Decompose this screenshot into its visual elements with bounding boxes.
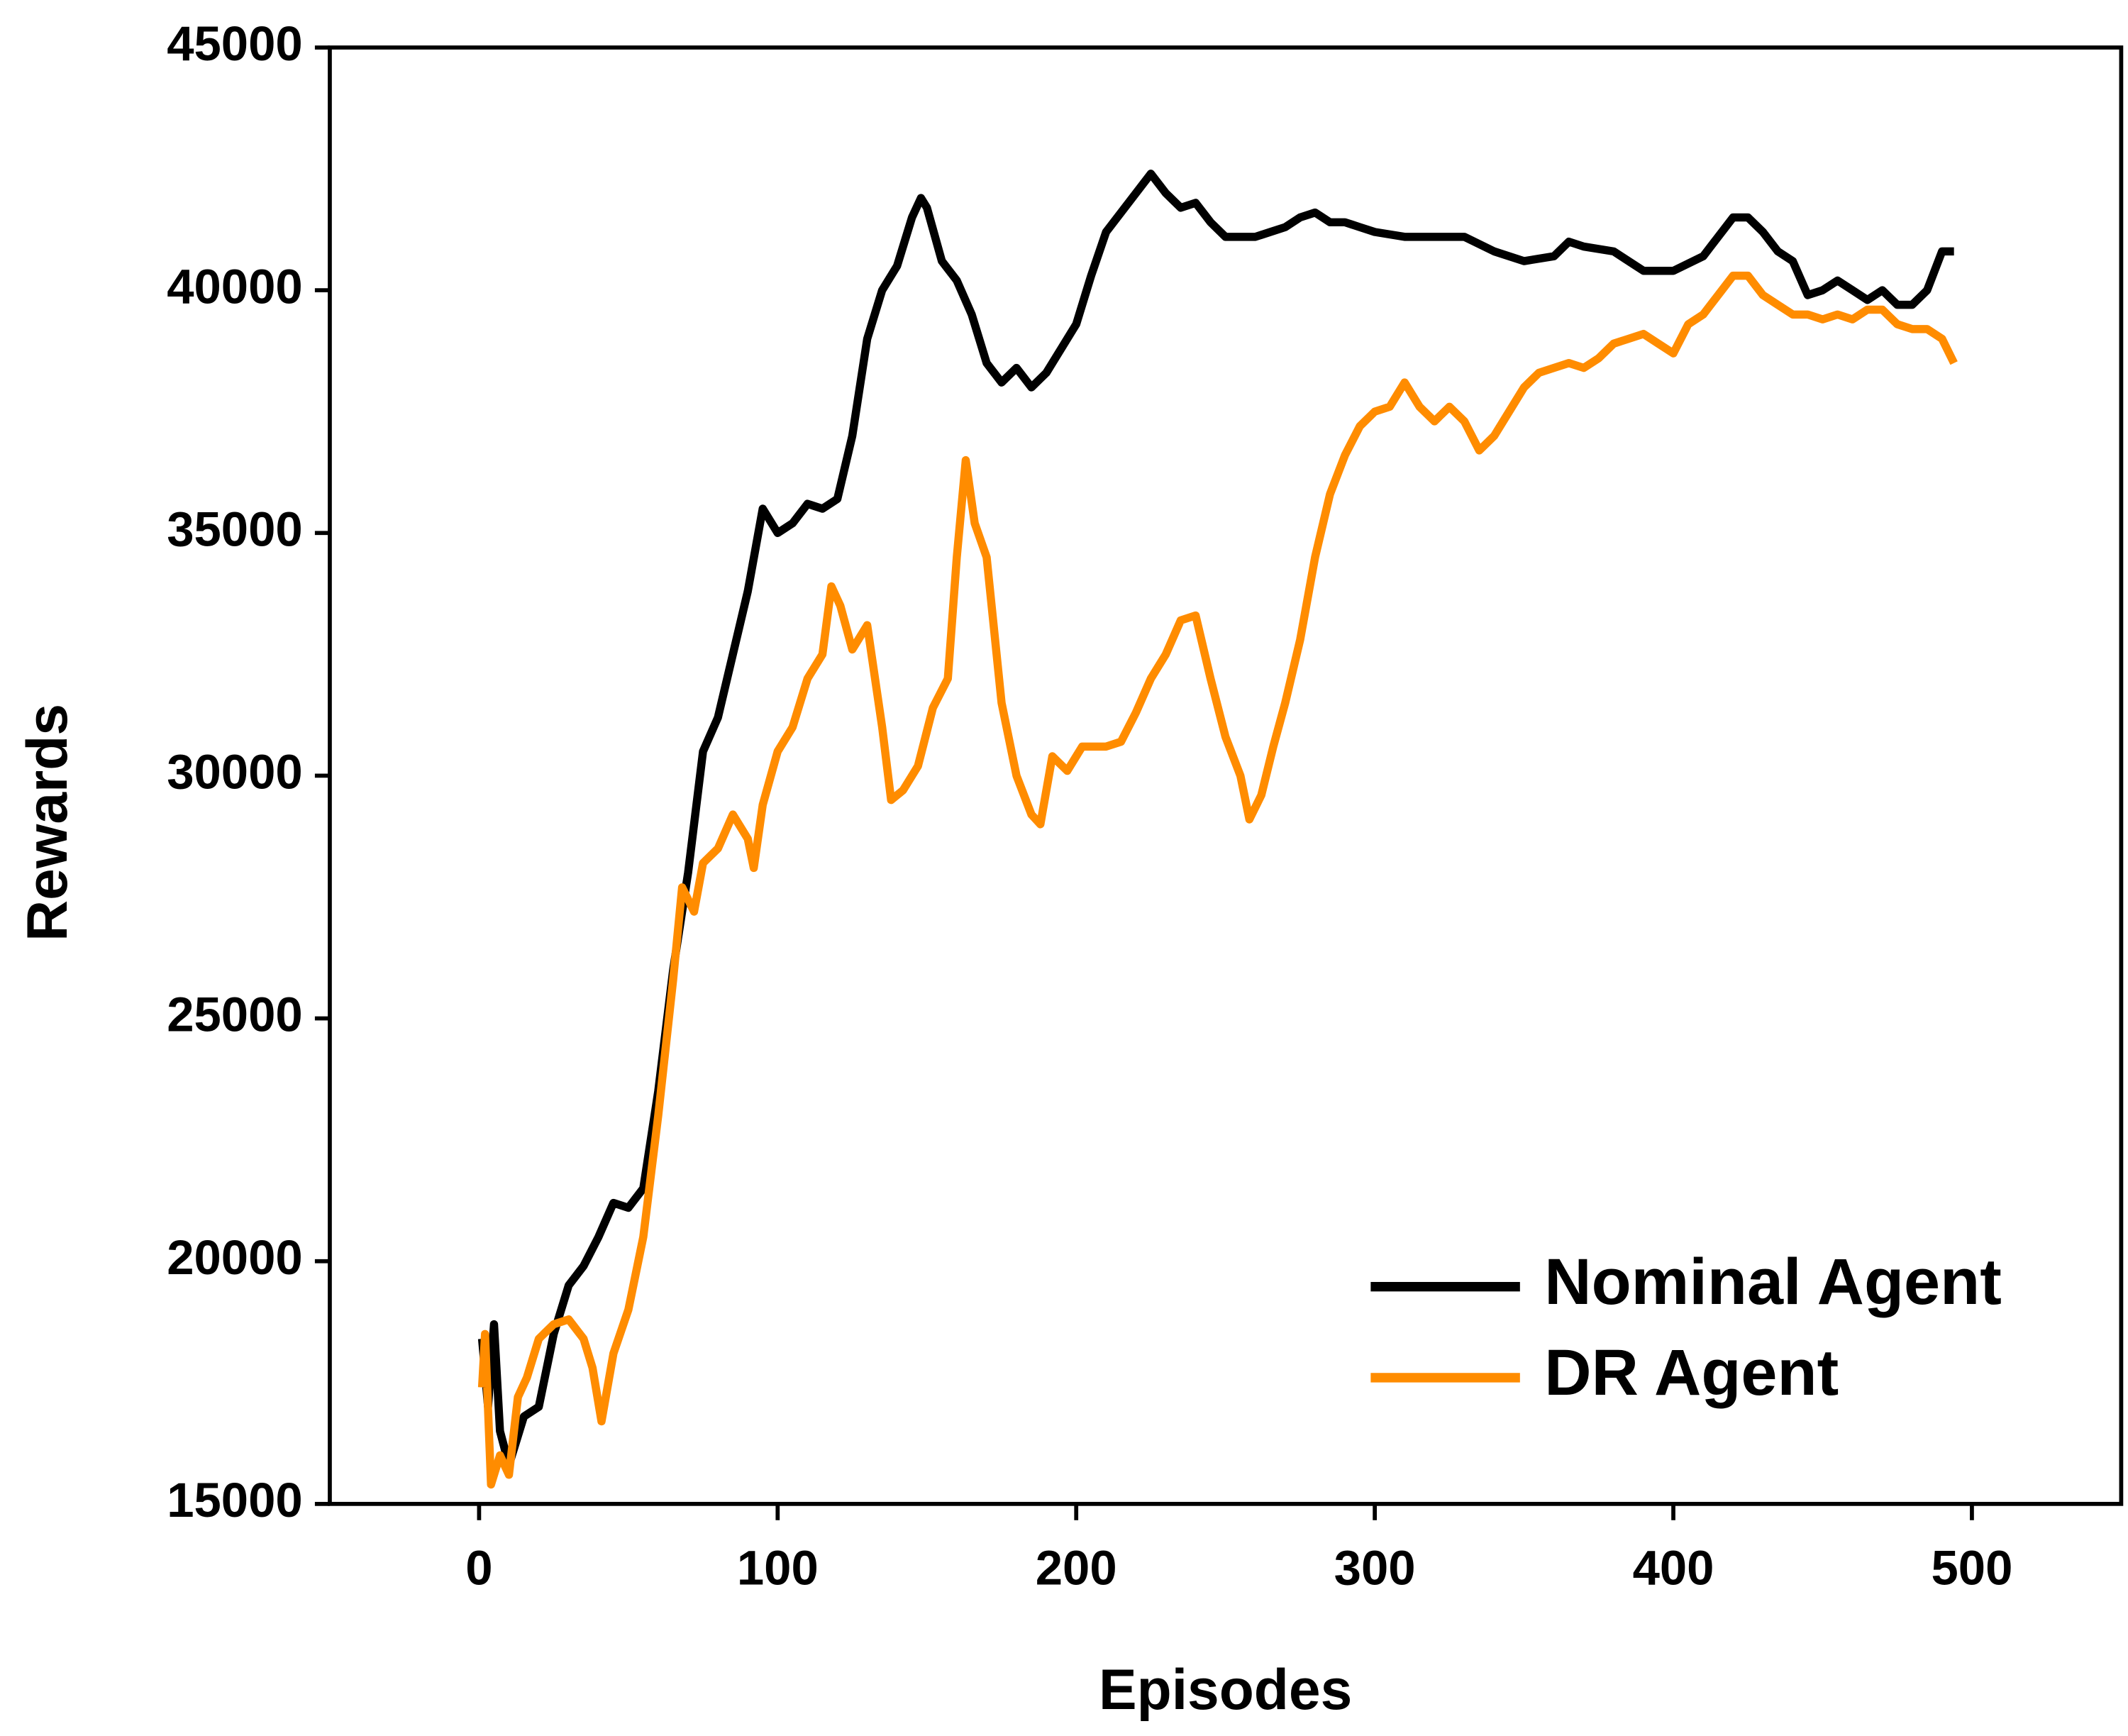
legend-label: DR Agent bbox=[1544, 1337, 1839, 1409]
x-tick-label: 400 bbox=[1633, 1541, 1714, 1596]
y-tick-label: 25000 bbox=[167, 988, 302, 1042]
x-tick-label: 200 bbox=[1036, 1541, 1117, 1596]
y-tick-label: 45000 bbox=[167, 16, 302, 71]
series-line bbox=[477, 271, 1958, 1489]
y-tick-label: 40000 bbox=[167, 259, 302, 314]
x-axis-title: Episodes bbox=[1099, 1658, 1352, 1722]
y-axis-title: Rewards bbox=[16, 704, 79, 941]
x-tick-label: 300 bbox=[1334, 1541, 1416, 1596]
y-tick-label: 20000 bbox=[167, 1230, 302, 1285]
y-tick-label: 30000 bbox=[167, 745, 302, 800]
x-tick-label: 100 bbox=[737, 1541, 819, 1596]
y-tick-label: 15000 bbox=[167, 1473, 302, 1527]
y-tick-label: 35000 bbox=[167, 502, 302, 556]
x-tick-label: 500 bbox=[1931, 1541, 2012, 1596]
x-tick-label: 0 bbox=[465, 1541, 492, 1596]
legend-label: Nominal Agent bbox=[1544, 1246, 2002, 1318]
